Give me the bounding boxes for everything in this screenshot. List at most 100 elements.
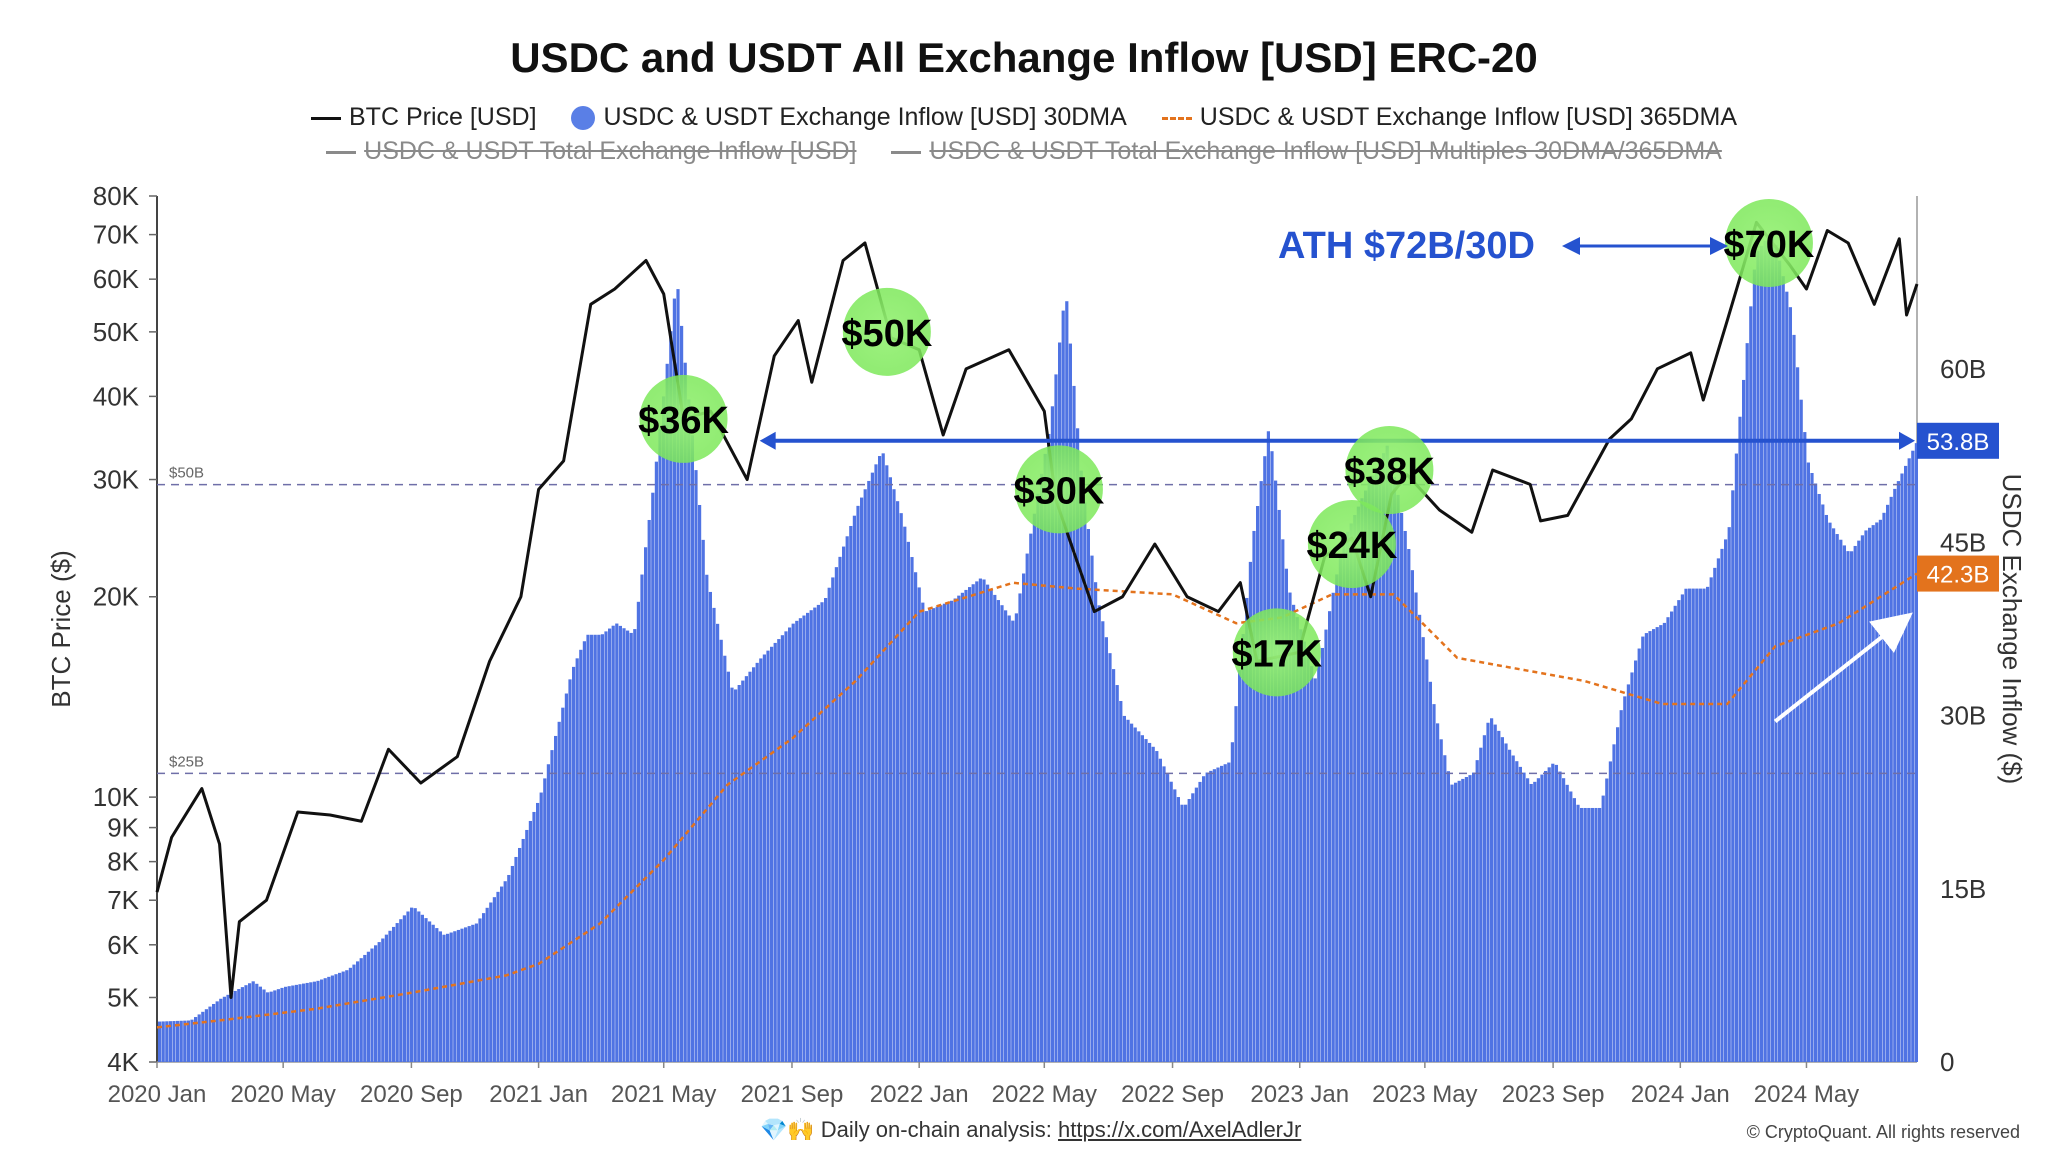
legend-inflow-30dma[interactable]: USDC & USDT Exchange Inflow [USD] 30DMA	[571, 103, 1127, 132]
level-arrow-head-left	[759, 431, 776, 450]
inflow-bar	[1472, 772, 1476, 1062]
legend-label: USDC & USDT Total Exchange Inflow [USD]	[364, 137, 857, 165]
legend-btc-price[interactable]: BTC Price [USD]	[311, 103, 537, 132]
inflow-bar	[1076, 428, 1080, 1062]
inflow-bar	[273, 990, 277, 1062]
inflow-bar	[1738, 416, 1742, 1062]
legend-total-inflow[interactable]: USDC & USDT Total Exchange Inflow [USD]	[326, 137, 856, 166]
legend-line-swatch	[326, 150, 357, 154]
y-left-tick-label: 60K	[93, 264, 140, 294]
inflow-bar	[1850, 551, 1854, 1062]
y-right-tick-label: 0	[1940, 1047, 1954, 1077]
inflow-bar	[1040, 473, 1044, 1062]
inflow-bar	[921, 602, 925, 1062]
inflow-bar	[996, 600, 1000, 1062]
inflow-bar	[276, 989, 280, 1062]
inflow-bar	[1889, 496, 1893, 1062]
inflow-bar	[1130, 723, 1134, 1062]
ath-arrow-head-right	[1710, 237, 1728, 255]
annotation-label: $50K	[841, 313, 932, 355]
inflow-bar	[305, 982, 309, 1062]
inflow-bar	[1194, 787, 1198, 1062]
inflow-bar	[1328, 611, 1332, 1062]
inflow-bar	[910, 557, 914, 1062]
x-tick-label: 2021 Sep	[741, 1081, 844, 1108]
ath-label: ATH $72B/30D	[1278, 225, 1535, 267]
inflow-bar	[1295, 617, 1299, 1062]
inflow-bar	[1846, 551, 1850, 1062]
inflow-bar	[834, 567, 838, 1062]
inflow-bar	[1695, 588, 1699, 1062]
inflow-bar	[557, 721, 561, 1062]
inflow-bar	[597, 634, 601, 1062]
inflow-bar	[1389, 458, 1393, 1062]
inflow-bar	[442, 934, 446, 1062]
footer-link[interactable]: https://x.com/AxelAdlerJr	[1058, 1117, 1302, 1142]
inflow-bar	[172, 1021, 176, 1062]
inflow-bar	[1144, 739, 1148, 1062]
inflow-bar	[1655, 627, 1659, 1062]
inflow-bar	[604, 631, 608, 1062]
inflow-bar	[1011, 620, 1015, 1062]
inflow-bar	[806, 612, 810, 1062]
inflow-bar	[255, 983, 259, 1062]
inflow-bar	[1241, 634, 1245, 1062]
inflow-bar	[521, 838, 525, 1062]
inflow-bar	[1594, 807, 1598, 1062]
inflow-bar	[1356, 506, 1360, 1062]
inflow-bar	[896, 501, 900, 1062]
inflow-bar	[471, 924, 475, 1062]
inflow-bar	[838, 556, 842, 1062]
inflow-bar	[1860, 535, 1864, 1062]
inflow-bar	[1202, 776, 1206, 1062]
inflow-bar	[1540, 774, 1544, 1062]
legend-inflow-365dma[interactable]: USDC & USDT Exchange Inflow [USD] 365DMA	[1161, 103, 1737, 132]
inflow-bar	[903, 526, 907, 1062]
inflow-bar	[1148, 742, 1152, 1062]
inflow-bar	[1126, 719, 1130, 1062]
inflow-bar	[708, 591, 712, 1062]
inflow-bar	[622, 628, 626, 1062]
inflow-bar	[759, 658, 763, 1062]
inflow-bar	[269, 991, 273, 1062]
inflow-bar	[402, 915, 406, 1062]
inflow-bar	[320, 979, 324, 1062]
inflow-bar	[284, 986, 288, 1062]
legend-inflow-multiples[interactable]: USDC & USDT Total Exchange Inflow [USD] …	[891, 137, 1722, 166]
inflow-bar	[489, 902, 493, 1062]
y-right-tick-label: 45B	[1940, 527, 1986, 557]
inflow-bar	[1648, 631, 1652, 1062]
inflow-bar	[1331, 592, 1335, 1062]
inflow-bar	[651, 492, 655, 1062]
inflow-bar	[226, 994, 230, 1062]
inflow-bar	[744, 676, 748, 1062]
inflow-bar	[1709, 577, 1713, 1062]
inflow-bar	[1450, 784, 1454, 1062]
inflow-bar	[824, 598, 828, 1062]
inflow-bar	[1529, 783, 1533, 1062]
inflow-bar	[1533, 781, 1537, 1062]
inflow-bar	[1335, 574, 1339, 1062]
inflow-bar	[644, 547, 648, 1062]
inflow-bar	[1133, 727, 1137, 1062]
inflow-bar	[780, 635, 784, 1062]
inflow-bar	[374, 945, 378, 1062]
inflow-bar	[1457, 780, 1461, 1062]
inflow-bar	[1302, 641, 1306, 1062]
inflow-bar	[1587, 807, 1591, 1062]
inflow-bar	[1673, 605, 1677, 1062]
inflow-bar	[1263, 456, 1267, 1062]
x-tick-label: 2022 Sep	[1121, 1081, 1224, 1108]
inflow-bar	[1418, 614, 1422, 1062]
inflow-bar	[298, 984, 302, 1062]
y-left-tick-label: 10K	[93, 782, 140, 812]
inflow-bar	[1598, 807, 1602, 1062]
inflow-bar	[201, 1011, 205, 1062]
inflow-bar	[338, 972, 342, 1062]
legend-label: USDC & USDT Total Exchange Inflow [USD] …	[929, 137, 1722, 165]
inflow-bar	[1767, 235, 1771, 1063]
inflow-bar	[1209, 770, 1213, 1062]
inflow-bar	[1626, 684, 1630, 1062]
reference-line-label: $50B	[169, 465, 204, 482]
inflow-bar	[1583, 807, 1587, 1062]
